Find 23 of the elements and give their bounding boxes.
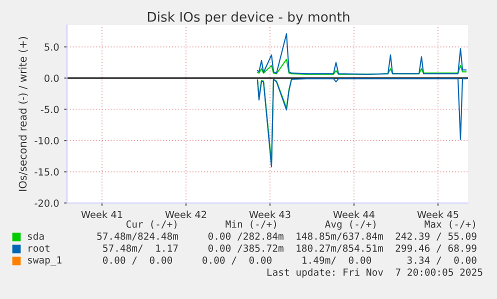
text: 57.48m/ 1.17 0.00 /385.72m 180.27m/854.51m 299.46 / 68.99	[103, 244, 476, 253]
y-tick-label: 5.0	[44, 43, 59, 51]
line-series	[256, 33, 467, 75]
y-tick-label: -20.0	[34, 199, 59, 207]
text: Cur (-/+) Min (-/+) Avg (-/+) Max (-/+)	[126, 220, 475, 230]
y-tick-label: -15.0	[34, 168, 59, 176]
line-series	[256, 78, 467, 168]
y-tick-label: 0.0	[44, 74, 59, 82]
x-tick-label: Week 42	[165, 210, 206, 218]
x-tick-label: Week 43	[249, 210, 290, 218]
x-tick-label: Week 44	[333, 210, 375, 218]
y-tick-label: -10.0	[34, 137, 59, 144]
legend-label: swap_1	[28, 256, 62, 266]
legend-label: root	[28, 244, 50, 252]
chart-title: Disk IOs per device - by month	[148, 12, 350, 24]
x-tick-label: Week 41	[81, 210, 122, 218]
text: 0.00 / 0.00 0.00 / 0.00 1.49m/ 0.00 3.34 / 0.00	[103, 256, 476, 265]
text: Last update: Fri Nov 7 20:00:05 2025	[267, 268, 482, 278]
text: 57.48m/824.48m 0.00 /282.84m 148.85m/637.84m 242.39 / 55.09	[97, 232, 476, 241]
x-tick-label: Week 45	[417, 210, 458, 218]
y-tick-label: -5.0	[40, 106, 59, 114]
y-axis-title: IOs/second read (-) / write (+)	[18, 36, 28, 191]
legend-label: sda	[28, 232, 44, 240]
